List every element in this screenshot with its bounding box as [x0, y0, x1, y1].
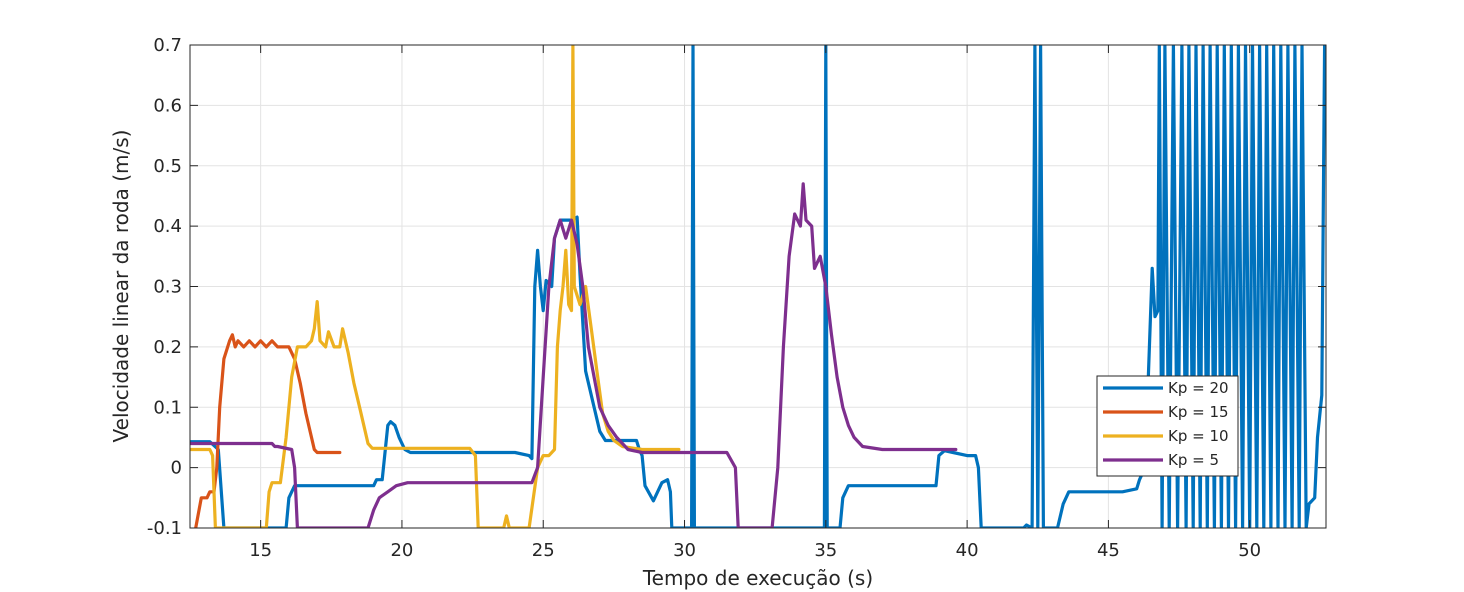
legend-label: Kp = 10 [1168, 427, 1229, 445]
x-tick-label: 45 [1097, 540, 1120, 561]
series-line-2 [194, 333, 342, 528]
y-tick-label: 0.3 [153, 277, 182, 298]
y-tick-label: 0.7 [153, 35, 182, 56]
x-tick-label: 50 [1238, 540, 1261, 561]
legend-label: Kp = 15 [1168, 403, 1229, 421]
x-tick-label: 35 [814, 540, 837, 561]
y-tick-label: 0.2 [153, 337, 182, 358]
series-line-4 [190, 182, 958, 528]
series-line-3 [190, 45, 681, 528]
legend: Kp = 20 Kp = 15 Kp = 10 Kp = 5 [1096, 375, 1239, 477]
y-tick-label: -0.1 [147, 518, 182, 539]
y-tick-label: 0.1 [153, 397, 182, 418]
legend-label: Kp = 5 [1168, 451, 1219, 469]
series-line-1 [190, 45, 1326, 528]
axis-ticks: 15 20 25 30 35 40 45 50 -0.1 0 0.1 0.2 0.3 0.4 0.5 0.6 0… [147, 35, 1326, 561]
x-tick-label: 30 [673, 540, 696, 561]
x-tick-label: 15 [249, 540, 272, 561]
x-tick-label: 25 [532, 540, 555, 561]
x-axis-label: Tempo de execução (s) [642, 566, 873, 590]
y-tick-label: 0 [171, 458, 182, 479]
y-axis-label: Velocidade linear da roda (m/s) [109, 130, 133, 443]
y-tick-label: 0.5 [153, 156, 182, 177]
x-tick-label: 20 [390, 540, 413, 561]
y-tick-label: 0.4 [153, 216, 182, 237]
x-tick-label: 40 [956, 540, 979, 561]
y-tick-label: 0.6 [153, 95, 182, 116]
series-lines [190, 45, 1326, 528]
legend-label: Kp = 20 [1168, 379, 1229, 397]
